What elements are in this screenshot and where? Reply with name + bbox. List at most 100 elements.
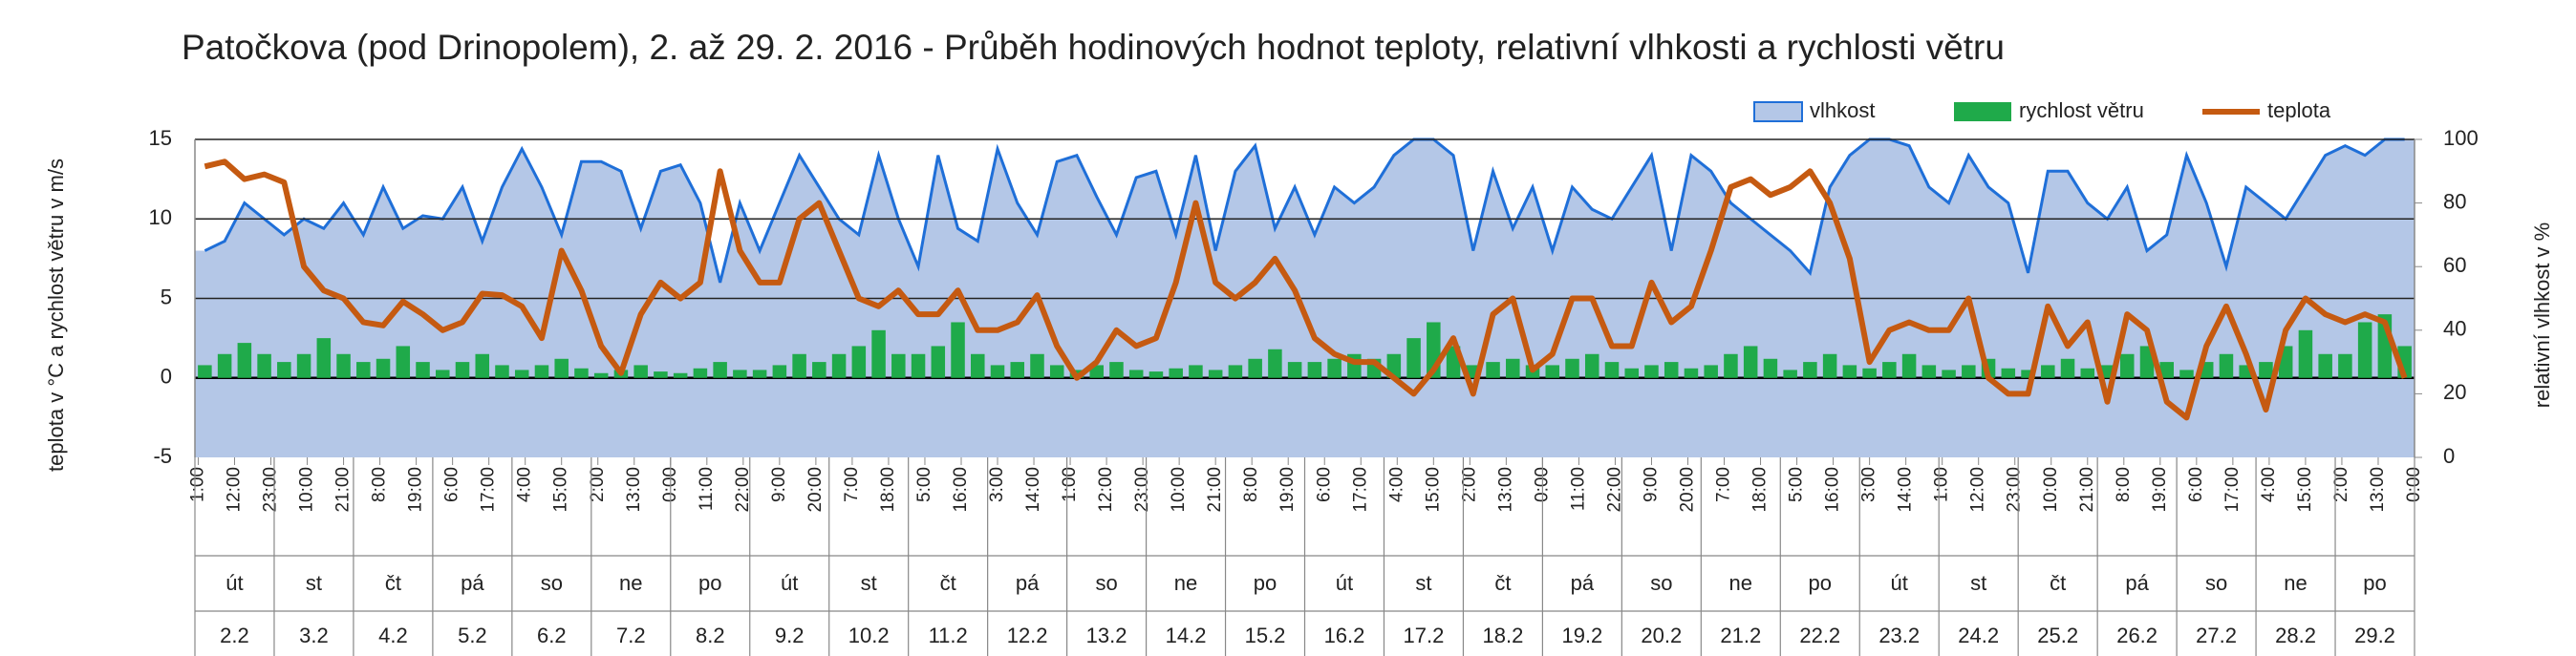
date-label: 6.2: [537, 624, 567, 647]
time-label: 1:00: [1932, 467, 1952, 502]
time-label: 8:00: [2114, 467, 2134, 502]
wind-bar: [1148, 371, 1164, 378]
y2-tick-label: 20: [2443, 380, 2466, 404]
time-label: 2:00: [588, 467, 608, 502]
wind-bar: [495, 365, 509, 378]
time-label: 18:00: [878, 467, 898, 513]
time-label: 19:00: [2150, 467, 2170, 513]
time-label: 22:00: [1604, 467, 1624, 513]
time-label: 6:00: [1314, 467, 1334, 502]
weekday-label: so: [541, 571, 563, 595]
wind-bar: [713, 362, 727, 378]
wind-bar: [2021, 370, 2035, 378]
wind-bar: [1882, 362, 1897, 378]
wind-bar: [2060, 358, 2075, 378]
wind-bar: [951, 322, 965, 378]
time-label: 5:00: [1787, 467, 1807, 502]
time-label: 20:00: [805, 467, 826, 513]
time-label: 13:00: [1495, 467, 1515, 513]
weekday-label: čt: [1494, 571, 1511, 595]
time-label: 19:00: [406, 467, 426, 513]
time-label: 23:00: [2005, 467, 2025, 513]
wind-bar: [316, 338, 332, 378]
wind-bar: [514, 370, 529, 378]
wind-bar: [198, 365, 212, 378]
wind-bar: [792, 353, 806, 378]
legend-label: vlhkost: [1810, 98, 1875, 122]
date-label: 2.2: [220, 624, 249, 647]
time-label: 5:00: [914, 467, 934, 502]
wind-bar: [1743, 346, 1758, 378]
y-tick-label: -5: [153, 444, 172, 468]
weekday-label: čt: [2050, 571, 2066, 595]
time-label: 8:00: [1241, 467, 1261, 502]
time-label: 21:00: [2077, 467, 2097, 513]
time-label: 4:00: [1386, 467, 1406, 502]
time-label: 16:00: [951, 467, 971, 513]
wind-bar: [871, 329, 886, 378]
legend-label: teplota: [2267, 98, 2331, 122]
time-label: 3:00: [987, 467, 1007, 502]
date-label: 27.2: [2196, 624, 2237, 647]
y2-tick-label: 40: [2443, 317, 2466, 341]
date-label: 3.2: [299, 624, 329, 647]
date-label: 28.2: [2275, 624, 2316, 647]
date-label: 24.2: [1958, 624, 1999, 647]
humidity-line: [204, 138, 2405, 284]
date-label: 5.2: [458, 624, 487, 647]
wind-bar: [1962, 365, 1976, 378]
weekday-label: ne: [1729, 571, 1752, 595]
wind-bar: [1783, 370, 1797, 378]
legend-label: rychlost větru: [2019, 98, 2144, 122]
time-label: 15:00: [551, 467, 571, 513]
weekday-label: so: [1650, 571, 1672, 595]
weekday-label: so: [1095, 571, 1117, 595]
wind-bar: [1406, 338, 1421, 378]
wind-bar: [1644, 365, 1659, 378]
date-label: 13.2: [1086, 624, 1127, 647]
wind-bar: [1327, 358, 1342, 378]
time-label: 23:00: [261, 467, 281, 513]
wind-bar: [475, 353, 490, 378]
time-label: 12:00: [224, 467, 244, 513]
weekday-label: út: [1336, 571, 1353, 595]
time-label: 6:00: [442, 467, 462, 502]
time-label: 4:00: [515, 467, 535, 502]
wind-bar: [733, 370, 747, 378]
time-label: 13:00: [2368, 467, 2388, 513]
time-label: 23:00: [1132, 467, 1152, 513]
wind-bar: [1307, 362, 1322, 378]
wind-bar: [554, 358, 569, 378]
time-label: 9:00: [769, 467, 789, 502]
wind-bar: [990, 365, 1005, 378]
date-label: 21.2: [1720, 624, 1761, 647]
date-label: 18.2: [1482, 624, 1523, 647]
time-label: 13:00: [624, 467, 644, 513]
wind-bar: [1921, 365, 1937, 378]
time-label: 7:00: [842, 467, 862, 502]
wind-bar: [1228, 365, 1243, 378]
wind-bar: [812, 362, 826, 378]
weekday-label: po: [1254, 571, 1277, 595]
weekday-label: so: [2205, 571, 2227, 595]
weekday-label: čt: [385, 571, 401, 595]
weekday-label: ne: [1174, 571, 1197, 595]
time-label: 18:00: [1750, 467, 1771, 513]
wind-bar: [2179, 370, 2194, 378]
y2-tick-label: 100: [2443, 126, 2479, 150]
y-tick-label: 5: [161, 285, 172, 308]
date-label: 19.2: [1561, 624, 1602, 647]
wind-bar: [1664, 362, 1679, 378]
time-label: 17:00: [479, 467, 499, 513]
wind-bar: [534, 365, 549, 378]
weekday-label: st: [1970, 571, 1986, 595]
wind-bar: [1287, 362, 1302, 378]
weekday-label: st: [1415, 571, 1431, 595]
wind-bar: [1109, 362, 1124, 378]
temperature-line: [204, 159, 2408, 421]
wind-bar: [673, 372, 688, 378]
wind-bar: [1624, 368, 1639, 378]
y2-axis-title: relativní vlhkost v %: [2530, 222, 2554, 408]
date-label: 11.2: [929, 624, 968, 647]
